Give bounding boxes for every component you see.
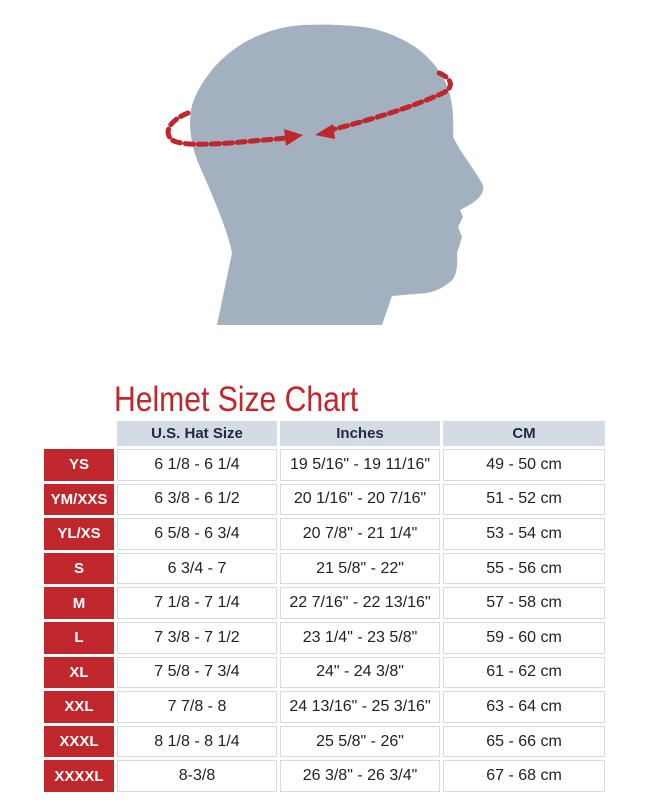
table-cell: 61 - 62 cm — [443, 656, 605, 689]
table-cell: 55 - 56 cm — [443, 552, 605, 585]
table-cell: 7 3/8 - 7 1/2 — [117, 621, 277, 654]
table-cell: 53 - 54 cm — [443, 518, 605, 550]
table-row: YM/XXS 6 3/8 - 6 1/2 20 1/16" - 20 7/16" 51… — [44, 483, 605, 516]
table-cell: 20 7/8" - 21 1/4" — [280, 518, 440, 550]
table-cell: 7 7/8 - 8 — [117, 691, 277, 723]
column-header: U.S. Hat Size — [117, 421, 277, 446]
table-cell: 65 - 66 cm — [443, 725, 605, 758]
size-label: M — [44, 587, 114, 619]
column-header: CM — [443, 421, 605, 446]
measuring-tape-dashes — [165, 69, 453, 147]
table-cell: 24" - 24 3/8" — [280, 656, 440, 689]
header-row: U.S. Hat Size Inches CM — [44, 421, 605, 446]
table-cell: 6 3/4 - 7 — [117, 552, 277, 585]
table-cell: 8 1/8 - 8 1/4 — [117, 725, 277, 758]
table-cell: 23 1/4" - 23 5/8" — [280, 621, 440, 654]
column-header: Inches — [280, 421, 440, 446]
table-cell: 19 5/16" - 19 11/16" — [280, 449, 440, 481]
table-cell: 20 1/16" - 20 7/16" — [280, 483, 440, 516]
table-cell: 63 - 64 cm — [443, 691, 605, 723]
table-cell: 25 5/8" - 26" — [280, 725, 440, 758]
table-row: XXXXL 8-3/8 26 3/8" - 26 3/4" 67 - 68 cm — [44, 760, 605, 792]
size-label: S — [44, 552, 114, 585]
table-row: YS 6 1/8 - 6 1/4 19 5/16" - 19 11/16" 49 - … — [44, 449, 605, 481]
arrow-left-icon — [315, 124, 335, 139]
head-silhouette — [190, 24, 484, 325]
table-cell: 67 - 68 cm — [443, 760, 605, 792]
table-cell: 24 13/16" - 25 3/16" — [280, 691, 440, 723]
column-header — [44, 421, 114, 446]
size-label: YS — [44, 449, 114, 481]
size-label: YL/XS — [44, 518, 114, 550]
table-cell: 7 1/8 - 7 1/4 — [117, 587, 277, 619]
size-label: XL — [44, 656, 114, 689]
head-measurement-illustration — [165, 24, 484, 325]
size-label: XXXXL — [44, 760, 114, 792]
table-cell: 22 7/16" - 22 13/16" — [280, 587, 440, 619]
table-cell: 8-3/8 — [117, 760, 277, 792]
table-cell: 7 5/8 - 7 3/4 — [117, 656, 277, 689]
table-cell: 26 3/8" - 26 3/4" — [280, 760, 440, 792]
table-row: XXXL 8 1/8 - 8 1/4 25 5/8" - 26" 65 - 66 cm — [44, 725, 605, 758]
table-row: YL/XS 6 5/8 - 6 3/4 20 7/8" - 21 1/4" 53 - … — [44, 518, 605, 550]
chart-title: Helmet Size Chart — [114, 380, 359, 419]
size-label: YM/XXS — [44, 483, 114, 516]
table-cell: 6 1/8 - 6 1/4 — [117, 449, 277, 481]
size-label: L — [44, 621, 114, 654]
table-cell: 57 - 58 cm — [443, 587, 605, 619]
table-row: XL 7 5/8 - 7 3/4 24" - 24 3/8" 61 - 62 cm — [44, 656, 605, 689]
table-cell: 49 - 50 cm — [443, 449, 605, 481]
table-cell: 6 3/8 - 6 1/2 — [117, 483, 277, 516]
table-row: XXL 7 7/8 - 8 24 13/16" - 25 3/16" 63 - 64 … — [44, 691, 605, 723]
size-label: XXL — [44, 691, 114, 723]
table-cell: 6 5/8 - 6 3/4 — [117, 518, 277, 550]
arrow-right-icon — [284, 129, 303, 146]
size-label: XXXL — [44, 725, 114, 758]
table-cell: 21 5/8" - 22" — [280, 552, 440, 585]
table-cell: 59 - 60 cm — [443, 621, 605, 654]
table-cell: 51 - 52 cm — [443, 483, 605, 516]
size-chart-table: U.S. Hat Size Inches CM YS 6 1/8 - 6 1/4 19 … — [41, 418, 608, 795]
